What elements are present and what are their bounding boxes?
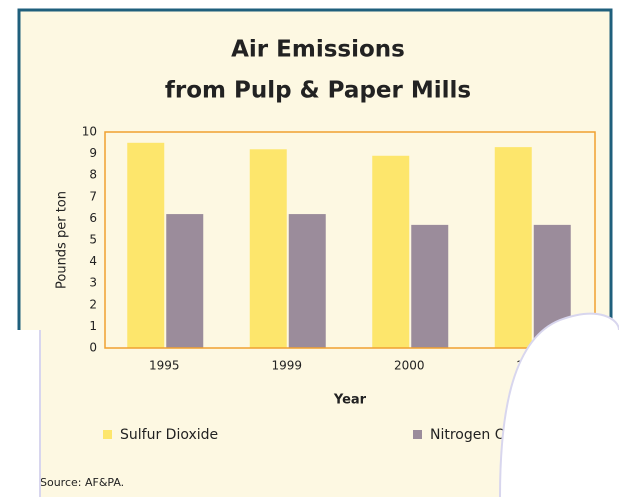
legend-swatch	[103, 430, 112, 439]
source-note: Source: AF&PA.	[40, 476, 124, 489]
bar	[372, 155, 410, 348]
bar	[249, 149, 287, 348]
legend-swatch	[413, 430, 422, 439]
decor-bar	[0, 330, 40, 497]
bar	[166, 214, 204, 348]
chart-title: Air Emissions	[231, 37, 405, 63]
x-tick-label: 2000	[394, 359, 425, 373]
y-tick-label: 4	[89, 254, 97, 268]
y-tick-label: 1	[89, 319, 97, 333]
plot: 0123456789101995199920002002	[82, 125, 596, 373]
y-tick-label: 6	[89, 211, 97, 225]
decor-curve	[500, 313, 619, 497]
decoration	[0, 312, 619, 497]
y-tick-label: 7	[89, 189, 97, 203]
y-tick-label: 10	[82, 125, 97, 139]
legend-label: Sulfur Dioxide	[120, 427, 218, 443]
y-tick-label: 5	[89, 233, 97, 247]
decor-curve-edge	[499, 312, 619, 497]
x-tick-label: 1995	[149, 359, 180, 373]
y-tick-label: 9	[89, 146, 97, 160]
plot-frame	[104, 131, 596, 349]
y-tick-label: 8	[89, 168, 97, 182]
y-tick-label: 0	[89, 341, 97, 355]
bar	[288, 214, 326, 348]
x-axis-label: Year	[333, 393, 367, 408]
bar	[494, 147, 532, 348]
y-tick-label: 3	[89, 276, 97, 290]
y-axis-label: Pounds per ton	[55, 191, 70, 289]
y-tick-label: 2	[89, 297, 97, 311]
bar	[411, 224, 449, 348]
bar	[127, 142, 165, 348]
x-tick-label: 1999	[271, 359, 302, 373]
chart-subtitle: from Pulp & Paper Mills	[165, 78, 471, 104]
